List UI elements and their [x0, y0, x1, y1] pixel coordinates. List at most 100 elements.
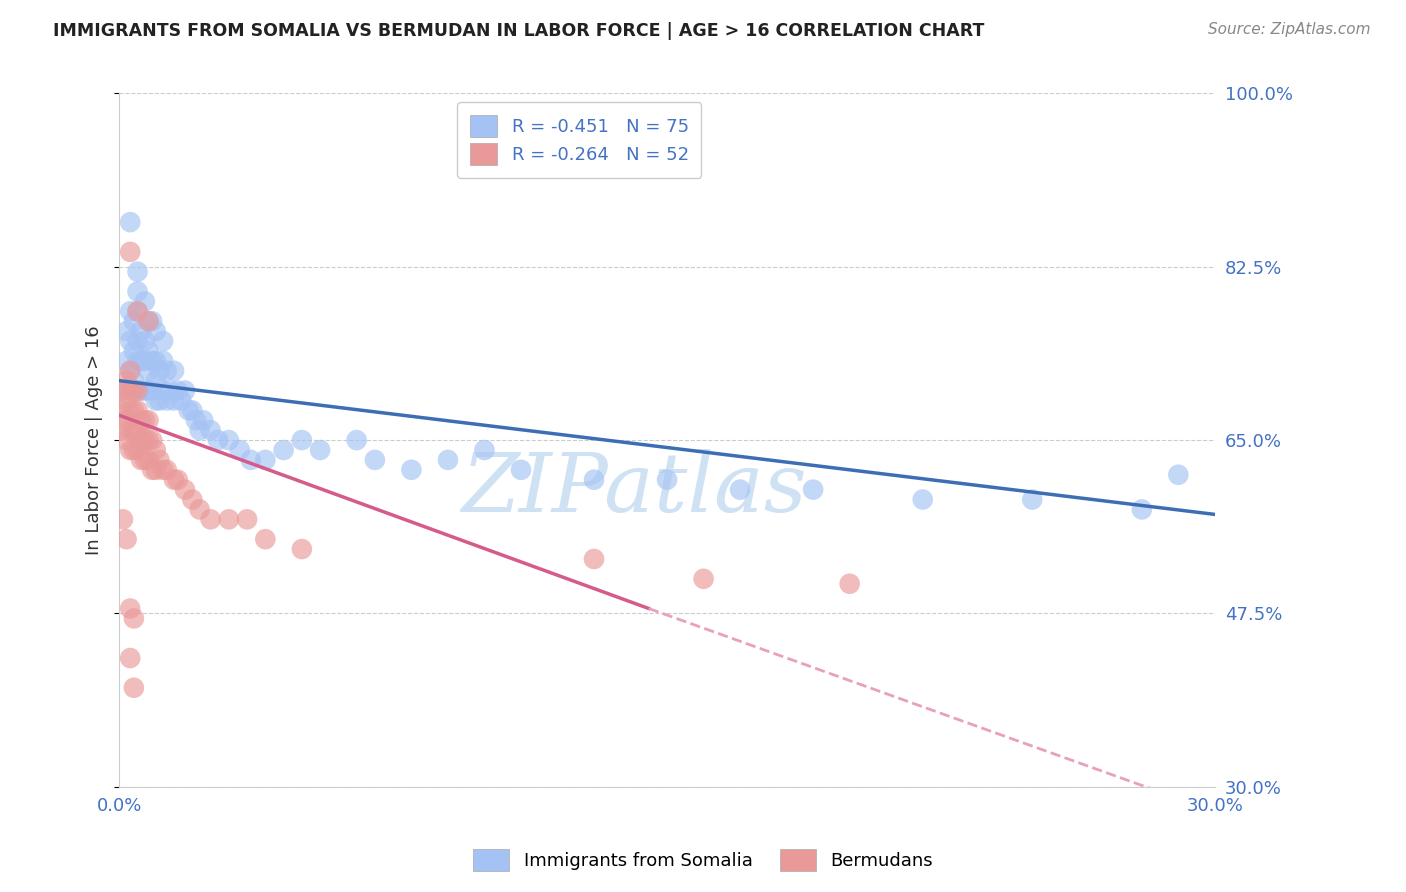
Point [138, 314, 160, 328]
Point [728, 483, 751, 497]
Point [177, 403, 200, 417]
Point [218, 512, 240, 526]
Point [134, 453, 156, 467]
Point [510, 463, 533, 477]
Point [115, 413, 138, 427]
Point [134, 354, 156, 368]
Point [127, 334, 149, 348]
Point [801, 483, 824, 497]
Point [127, 304, 149, 318]
Point [188, 502, 211, 516]
Point [188, 423, 211, 437]
Point [120, 215, 142, 229]
Point [1021, 492, 1043, 507]
Point [138, 413, 160, 427]
Point [120, 651, 142, 665]
Point [156, 463, 179, 477]
Point [129, 453, 152, 467]
Point [148, 393, 170, 408]
Point [138, 433, 160, 447]
Text: IMMIGRANTS FROM SOMALIA VS BERMUDAN IN LABOR FORCE | AGE > 16 CORRELATION CHART: IMMIGRANTS FROM SOMALIA VS BERMUDAN IN L… [53, 22, 984, 40]
Point [127, 304, 149, 318]
Point [115, 374, 138, 388]
Point [159, 384, 181, 398]
Point [156, 364, 179, 378]
Point [145, 374, 167, 388]
Point [148, 453, 170, 467]
Point [120, 304, 142, 318]
Point [127, 442, 149, 457]
Point [122, 314, 145, 328]
Point [218, 433, 240, 447]
Point [120, 364, 142, 378]
Point [127, 265, 149, 279]
Point [111, 423, 134, 437]
Point [207, 433, 229, 447]
Point [200, 512, 222, 526]
Text: ZIPatlas: ZIPatlas [461, 449, 807, 529]
Point [127, 354, 149, 368]
Point [111, 384, 134, 398]
Point [184, 413, 207, 427]
Point [193, 413, 215, 427]
Point [145, 393, 167, 408]
Point [692, 572, 714, 586]
Point [141, 384, 163, 398]
Point [291, 433, 314, 447]
Text: Source: ZipAtlas.com: Source: ZipAtlas.com [1208, 22, 1371, 37]
Point [437, 453, 460, 467]
Point [129, 433, 152, 447]
Point [122, 374, 145, 388]
Point [655, 473, 678, 487]
Point [200, 423, 222, 437]
Point [115, 433, 138, 447]
Point [129, 324, 152, 338]
Point [138, 384, 160, 398]
Point [138, 343, 160, 358]
Point [838, 576, 860, 591]
Point [364, 453, 387, 467]
Point [134, 384, 156, 398]
Point [120, 601, 142, 615]
Point [236, 512, 259, 526]
Point [1167, 467, 1189, 482]
Point [254, 532, 277, 546]
Point [111, 403, 134, 417]
Point [127, 423, 149, 437]
Point [582, 552, 605, 566]
Point [156, 393, 179, 408]
Point [145, 463, 167, 477]
Point [134, 334, 156, 348]
Point [120, 244, 142, 259]
Point [145, 354, 167, 368]
Point [120, 364, 142, 378]
Point [138, 314, 160, 328]
Point [141, 433, 163, 447]
Point [122, 423, 145, 437]
Point [401, 463, 423, 477]
Point [163, 364, 186, 378]
Point [138, 453, 160, 467]
Point [127, 384, 149, 398]
Point [152, 334, 174, 348]
Legend: R = -0.451   N = 75, R = -0.264   N = 52: R = -0.451 N = 75, R = -0.264 N = 52 [457, 103, 702, 178]
Point [122, 343, 145, 358]
Point [134, 413, 156, 427]
Point [122, 681, 145, 695]
Point [129, 354, 152, 368]
Point [120, 334, 142, 348]
Point [115, 324, 138, 338]
Point [120, 403, 142, 417]
Point [122, 384, 145, 398]
Point [145, 442, 167, 457]
Point [145, 324, 167, 338]
Point [127, 403, 149, 417]
Y-axis label: In Labor Force | Age > 16: In Labor Force | Age > 16 [86, 326, 103, 555]
Point [309, 442, 332, 457]
Point [141, 354, 163, 368]
Point [120, 442, 142, 457]
Point [254, 453, 277, 467]
Point [134, 433, 156, 447]
Point [129, 384, 152, 398]
Point [181, 492, 204, 507]
